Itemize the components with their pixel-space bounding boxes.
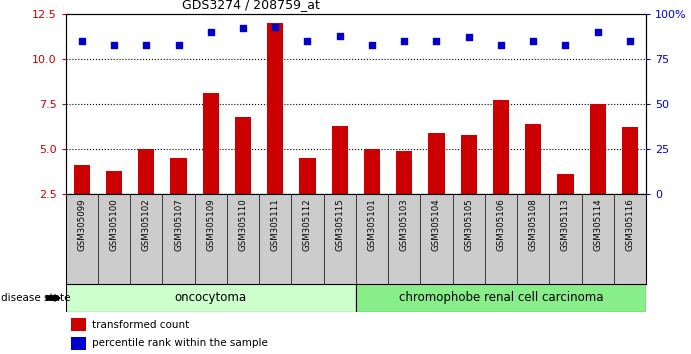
Bar	[396, 151, 413, 194]
Text: GSM305110: GSM305110	[238, 199, 247, 251]
Point	[625, 38, 636, 44]
Text: GSM305105: GSM305105	[464, 199, 473, 251]
Bar	[171, 158, 187, 194]
Point	[302, 38, 313, 44]
Point	[431, 38, 442, 44]
Text: GSM305114: GSM305114	[593, 199, 603, 251]
Text: GDS3274 / 208759_at: GDS3274 / 208759_at	[182, 0, 320, 11]
Bar	[493, 101, 509, 194]
Point	[334, 33, 346, 39]
Point	[205, 29, 216, 35]
Bar	[622, 127, 638, 194]
Text: GSM305116: GSM305116	[625, 199, 634, 251]
Text: percentile rank within the sample: percentile rank within the sample	[92, 338, 267, 348]
Point	[528, 38, 539, 44]
Text: GSM305108: GSM305108	[529, 199, 538, 251]
Bar	[332, 126, 348, 194]
Text: GSM305111: GSM305111	[271, 199, 280, 251]
Bar	[364, 149, 380, 194]
Bar	[202, 93, 219, 194]
Point	[560, 42, 571, 47]
Point	[173, 42, 184, 47]
Point	[495, 42, 507, 47]
Bar	[356, 284, 646, 312]
Text: GSM305112: GSM305112	[303, 199, 312, 251]
Text: disease state: disease state	[1, 293, 71, 303]
Text: GSM305109: GSM305109	[206, 199, 216, 251]
Bar	[235, 116, 251, 194]
Point	[399, 38, 410, 44]
Text: GSM305115: GSM305115	[335, 199, 344, 251]
Point	[269, 24, 281, 29]
Bar	[558, 174, 574, 194]
Point	[463, 35, 474, 40]
Text: GSM305106: GSM305106	[496, 199, 506, 251]
Bar	[71, 318, 86, 331]
Point	[108, 42, 120, 47]
Text: GSM305103: GSM305103	[399, 199, 409, 251]
Text: GSM305107: GSM305107	[174, 199, 183, 251]
Text: GSM305113: GSM305113	[561, 199, 570, 251]
Text: GSM305101: GSM305101	[368, 199, 377, 251]
Text: GSM305104: GSM305104	[432, 199, 441, 251]
Bar	[71, 337, 86, 350]
Bar	[428, 133, 444, 194]
Text: transformed count: transformed count	[92, 320, 189, 330]
Bar	[106, 171, 122, 194]
Point	[141, 42, 152, 47]
Bar	[461, 135, 477, 194]
Bar	[66, 284, 356, 312]
Bar	[299, 158, 316, 194]
Point	[366, 42, 377, 47]
Bar	[74, 165, 90, 194]
Bar	[267, 23, 283, 194]
Point	[76, 38, 87, 44]
Text: GSM305100: GSM305100	[109, 199, 119, 251]
Bar	[589, 104, 606, 194]
Text: GSM305102: GSM305102	[142, 199, 151, 251]
Text: oncocytoma: oncocytoma	[175, 291, 247, 304]
Bar	[525, 124, 541, 194]
Point	[238, 25, 249, 31]
Text: GSM305099: GSM305099	[77, 199, 86, 251]
Bar	[138, 149, 154, 194]
Point	[592, 29, 603, 35]
Text: chromophobe renal cell carcinoma: chromophobe renal cell carcinoma	[399, 291, 603, 304]
